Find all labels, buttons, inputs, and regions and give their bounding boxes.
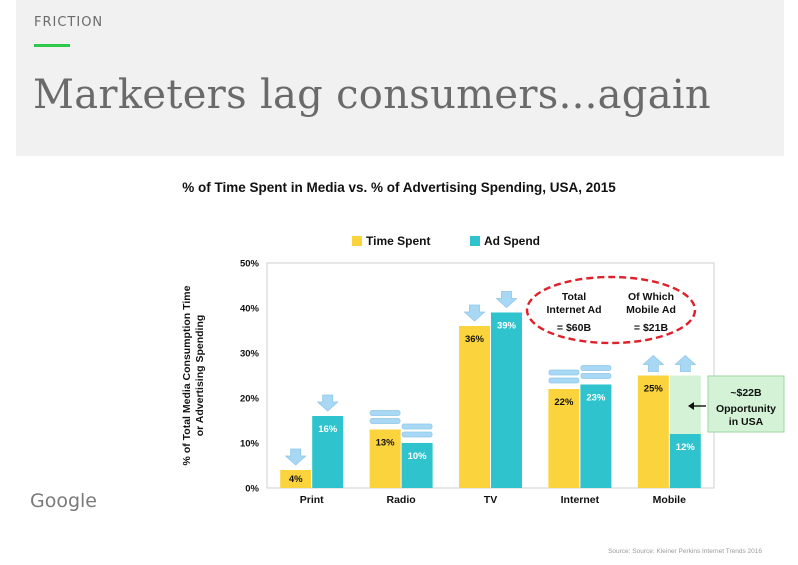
bar-ad-spend: [669, 434, 701, 488]
y-axis-label-line: % of Total Media Consumption Time: [181, 285, 193, 465]
data-label: 39%: [497, 321, 517, 332]
bar-ad-spend: [491, 312, 522, 488]
callout-arrowhead-icon: [688, 402, 694, 410]
mobile-total-line: Mobile Ad: [626, 304, 676, 316]
bar-ad-spend: [580, 384, 612, 488]
legend-swatch-ad-spend: [470, 236, 480, 246]
bar-ad-spend: [312, 416, 344, 488]
section-label: FRICTION: [34, 15, 104, 30]
up-arrow-icon: [674, 354, 697, 372]
data-label: 36%: [465, 334, 485, 345]
data-label: 12%: [676, 442, 696, 453]
flat-trend-icon: [580, 365, 612, 371]
data-label: 4%: [289, 474, 303, 485]
y-tick-label: 50%: [240, 259, 260, 270]
legend-label-ad-spend: Ad Spend: [484, 234, 540, 248]
slide-title: Marketers lag consumers...again: [33, 72, 711, 118]
data-label: 22%: [554, 397, 574, 408]
bar-ad-spend: [401, 443, 433, 488]
highlight-ellipse: [525, 275, 697, 345]
opportunity-value: ~$22B: [730, 387, 762, 399]
bar-time-spent: [548, 389, 580, 488]
flat-trend-icon: [580, 373, 612, 379]
flat-trend-icon: [369, 418, 401, 424]
flat-trend-icon: [548, 377, 580, 384]
bar-time-spent: [637, 375, 669, 488]
category-label: Print: [300, 494, 324, 506]
y-tick-label: 20%: [240, 394, 260, 405]
bar-time-spent: [459, 326, 490, 488]
internet-total-value: = $60B: [557, 322, 592, 334]
y-axis-label-line: or Advertising Spending: [194, 315, 206, 437]
legend-label-time-spent: Time Spent: [366, 234, 430, 248]
opportunity-label: in USA: [729, 416, 764, 428]
y-tick-label: 10%: [240, 439, 260, 450]
accent-rule: [34, 44, 70, 47]
down-arrow-icon: [495, 291, 518, 309]
data-label: 16%: [318, 424, 338, 435]
flat-trend-icon: [369, 410, 401, 416]
opportunity-box: [707, 375, 785, 433]
y-tick-label: 0%: [245, 484, 259, 495]
mobile-total-line: Of Which: [628, 291, 674, 303]
data-label: 13%: [376, 438, 396, 449]
opportunity-label: Opportunity: [716, 403, 776, 415]
internet-total-line: Internet Ad: [546, 304, 601, 316]
flat-trend-icon: [401, 423, 433, 430]
mobile-total-value: = $21B: [634, 322, 669, 334]
y-tick-label: 40%: [240, 304, 260, 315]
category-label: Mobile: [653, 494, 686, 506]
down-arrow-icon: [463, 304, 486, 322]
category-label: TV: [484, 494, 497, 506]
bar-time-spent: [280, 470, 312, 488]
header-band: [16, 0, 784, 156]
up-arrow-icon: [642, 354, 665, 372]
down-arrow-icon: [284, 448, 307, 466]
down-arrow-icon: [316, 394, 339, 412]
legend-swatch-time-spent: [352, 236, 362, 246]
data-label: 10%: [408, 451, 428, 462]
category-label: Radio: [387, 494, 416, 506]
bar-time-spent: [369, 429, 401, 488]
internet-total-line: Total: [562, 291, 586, 303]
opportunity-gap-area: [669, 375, 701, 434]
source-note: Source: Source: Kleiner Perkins Internet…: [608, 548, 762, 555]
y-tick-label: 30%: [240, 349, 260, 360]
google-logo: Google: [30, 490, 98, 512]
flat-trend-icon: [548, 369, 580, 376]
flat-trend-icon: [401, 431, 433, 438]
category-label: Internet: [561, 494, 600, 506]
chart-title: % of Time Spent in Media vs. % of Advert…: [182, 180, 616, 195]
data-label: 25%: [644, 384, 664, 395]
data-label: 23%: [586, 393, 606, 404]
